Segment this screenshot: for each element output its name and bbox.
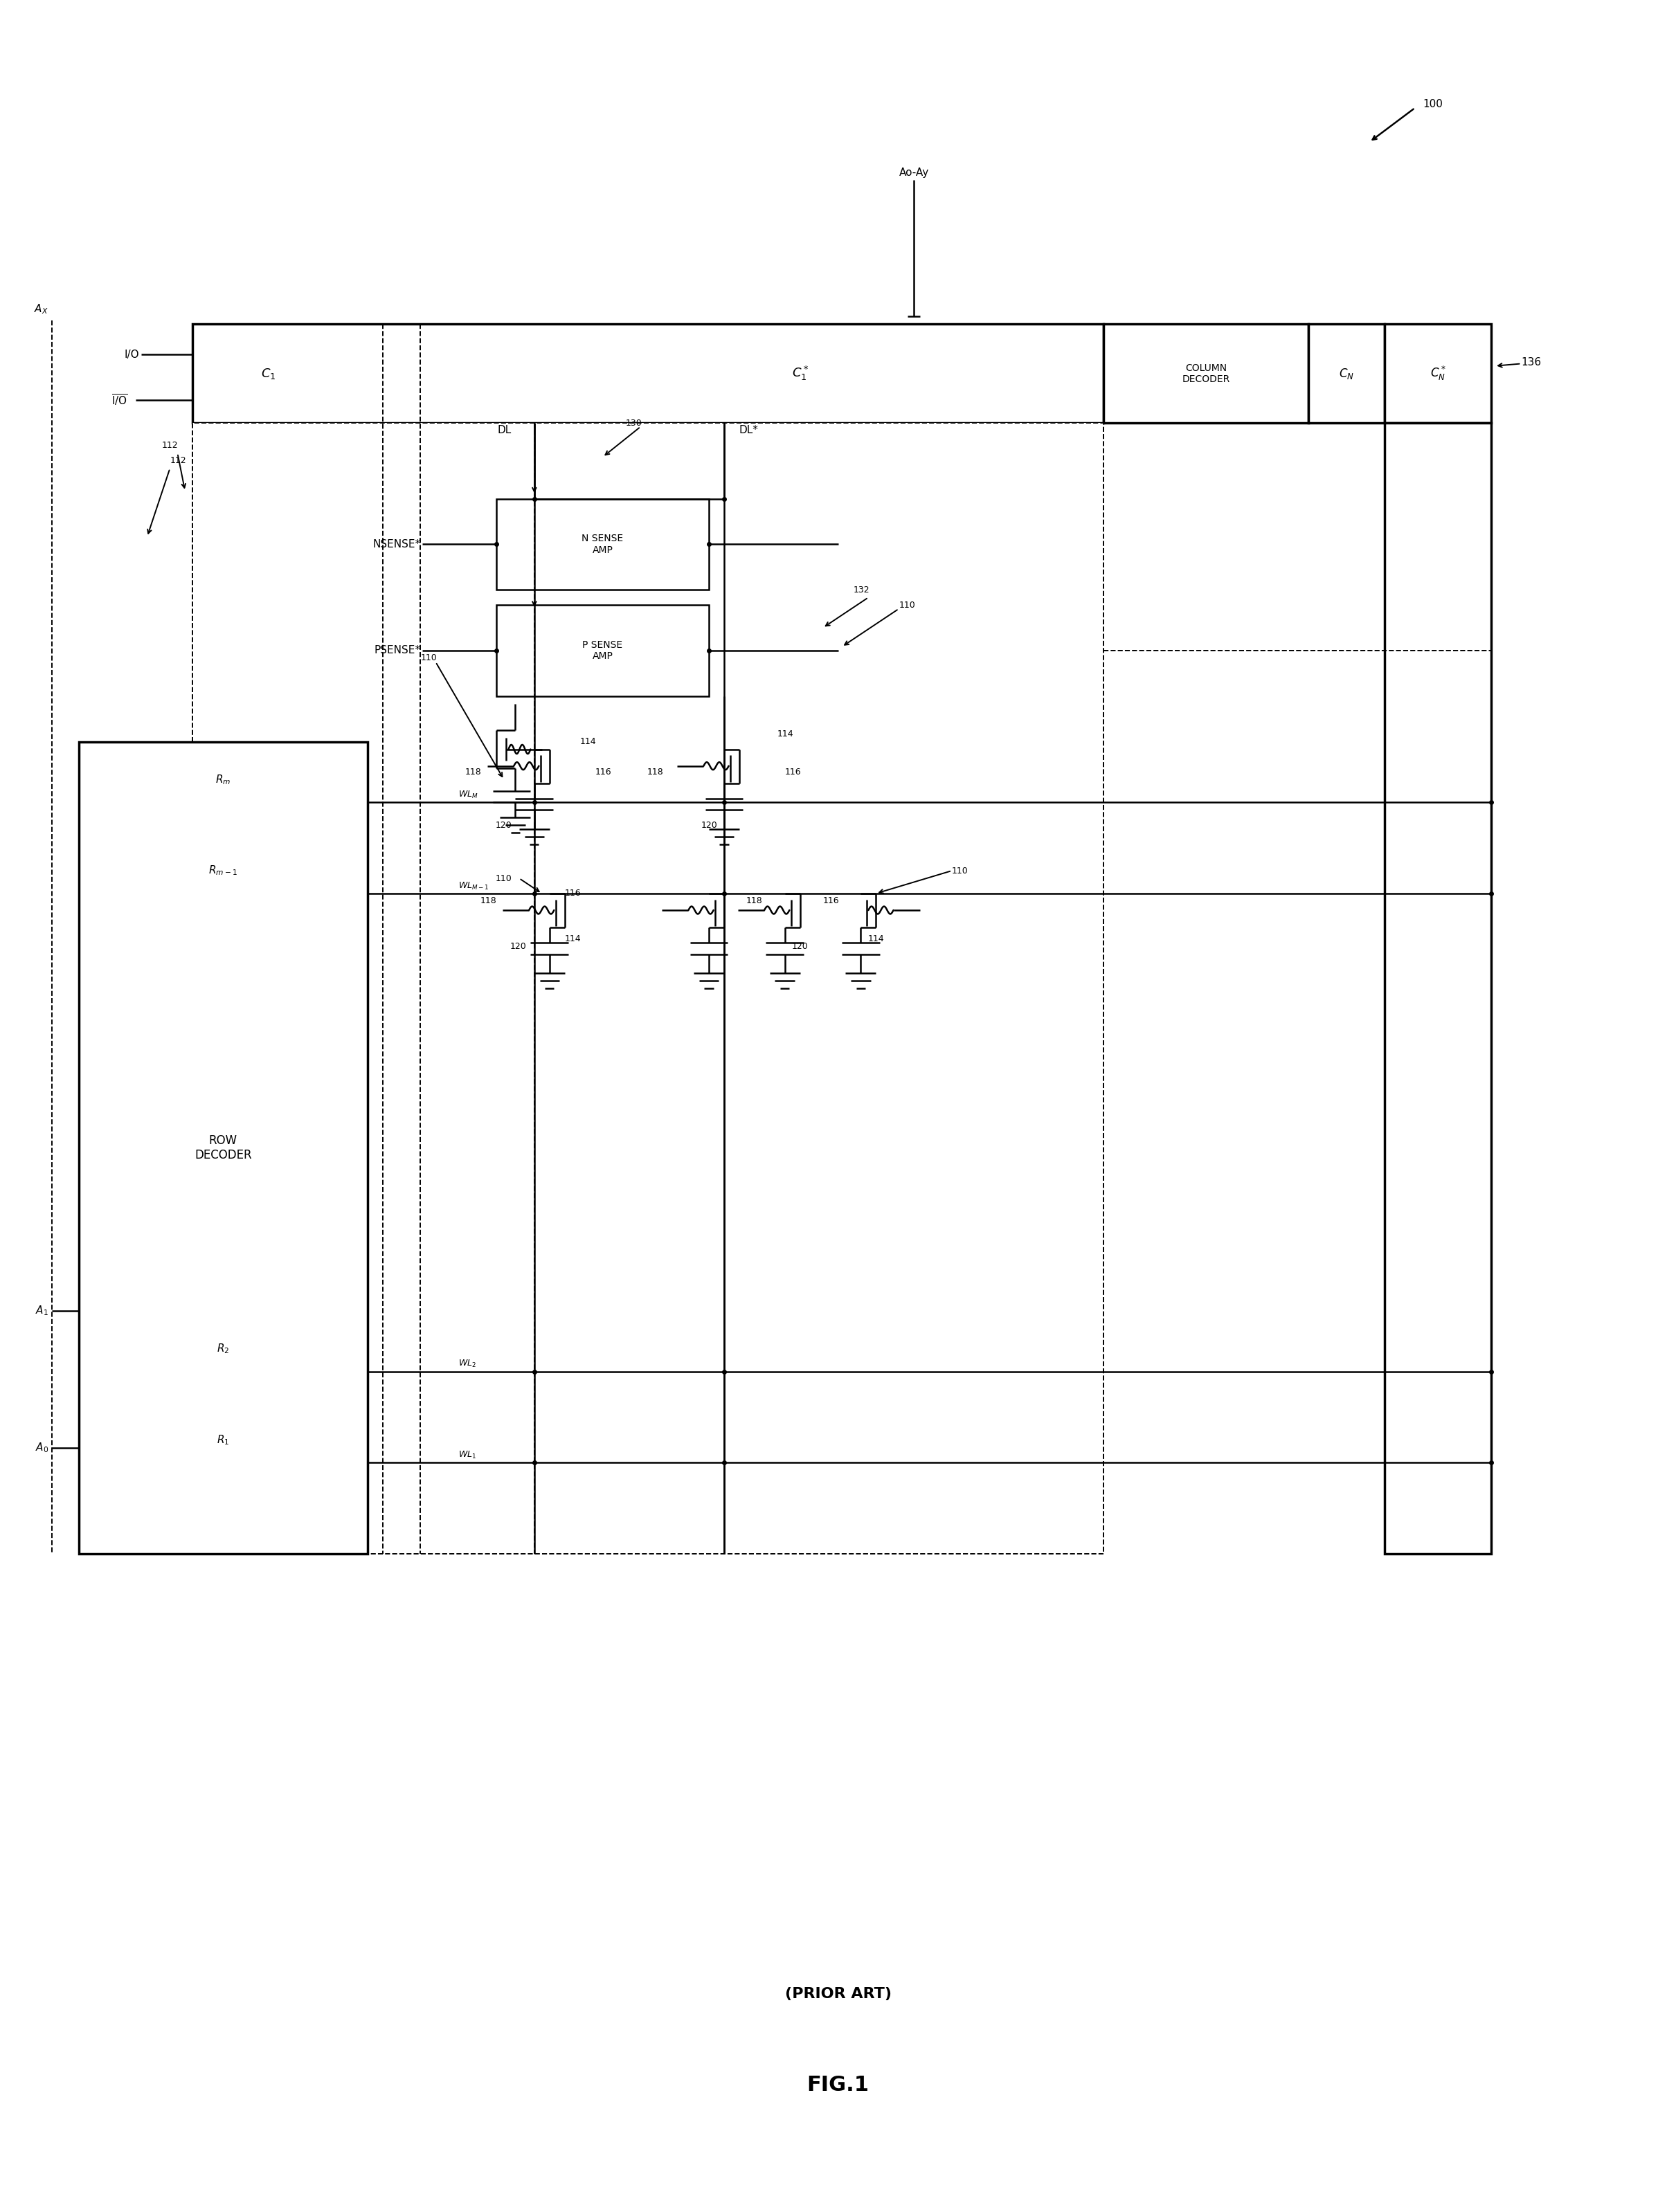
Text: $WL_{M-1}$: $WL_{M-1}$ (459, 880, 489, 891)
Text: $\overline{\mathrm{I/O}}$: $\overline{\mathrm{I/O}}$ (112, 394, 127, 407)
Text: $R_m$: $R_m$ (215, 774, 231, 785)
Text: $WL_2$: $WL_2$ (459, 1358, 476, 1369)
Text: 112: 112 (161, 440, 178, 451)
Text: $R_{m-1}$: $R_{m-1}$ (208, 865, 238, 878)
Text: $WL_1$: $WL_1$ (459, 1449, 476, 1460)
Text: $C_N$: $C_N$ (1339, 367, 1354, 380)
Bar (1309, 325, 1384, 422)
Text: $A_0$: $A_0$ (35, 1440, 49, 1453)
Text: 114: 114 (778, 730, 794, 739)
Text: $A_X$: $A_X$ (34, 303, 49, 316)
Bar (496, 498, 709, 591)
Text: 114: 114 (580, 737, 597, 745)
Bar (1104, 325, 1309, 422)
Text: 118: 118 (464, 768, 481, 776)
Text: 100: 100 (1423, 100, 1443, 108)
Text: 118: 118 (479, 896, 496, 905)
Text: COLUMN
DECODER: COLUMN DECODER (1182, 363, 1230, 385)
Text: N SENSE
AMP: N SENSE AMP (582, 533, 623, 555)
Text: 132: 132 (853, 586, 870, 595)
Text: $WL_M$: $WL_M$ (459, 790, 478, 801)
Text: 116: 116 (784, 768, 801, 776)
Text: NSENSE*: NSENSE* (372, 540, 421, 549)
Bar (193, 325, 1104, 422)
Text: P SENSE
AMP: P SENSE AMP (583, 639, 623, 661)
Text: (PRIOR ART): (PRIOR ART) (784, 1986, 892, 2002)
Text: 130: 130 (625, 418, 642, 427)
Text: 116: 116 (565, 889, 582, 898)
Text: DL: DL (498, 425, 511, 436)
Text: I/O: I/O (124, 349, 139, 361)
Text: 110: 110 (898, 599, 915, 611)
Text: Ao-Ay: Ao-Ay (898, 168, 929, 177)
Bar (193, 422, 1104, 1553)
Text: 120: 120 (701, 821, 717, 830)
Text: FIG.1: FIG.1 (806, 2075, 870, 2095)
Text: DL*: DL* (739, 425, 759, 436)
Text: $C_N^*$: $C_N^*$ (1430, 365, 1446, 383)
Text: 110: 110 (494, 874, 511, 883)
Text: PSENSE*: PSENSE* (374, 646, 421, 655)
Text: 112: 112 (169, 456, 186, 465)
Text: $C_1^*$: $C_1^*$ (791, 365, 808, 383)
Text: $C_1$: $C_1$ (261, 367, 277, 380)
Text: 116: 116 (823, 896, 840, 905)
Text: 120: 120 (494, 821, 511, 830)
Bar (1384, 422, 1492, 1553)
Text: $R_1$: $R_1$ (216, 1433, 230, 1447)
Text: 120: 120 (791, 942, 808, 951)
Text: 136: 136 (1522, 356, 1542, 367)
Bar (1384, 325, 1492, 422)
Text: 120: 120 (510, 942, 526, 951)
Text: 116: 116 (595, 768, 612, 776)
Text: $R_2$: $R_2$ (216, 1343, 230, 1356)
Text: 110: 110 (952, 867, 969, 876)
Text: 118: 118 (647, 768, 664, 776)
Text: 114: 114 (565, 933, 582, 945)
Bar (496, 606, 709, 697)
Text: ROW
DECODER: ROW DECODER (194, 1135, 251, 1161)
Text: 114: 114 (868, 933, 885, 945)
Bar (79, 741, 367, 1553)
Text: 118: 118 (746, 896, 763, 905)
Text: $A_1$: $A_1$ (35, 1305, 49, 1318)
Text: 110: 110 (421, 655, 437, 664)
